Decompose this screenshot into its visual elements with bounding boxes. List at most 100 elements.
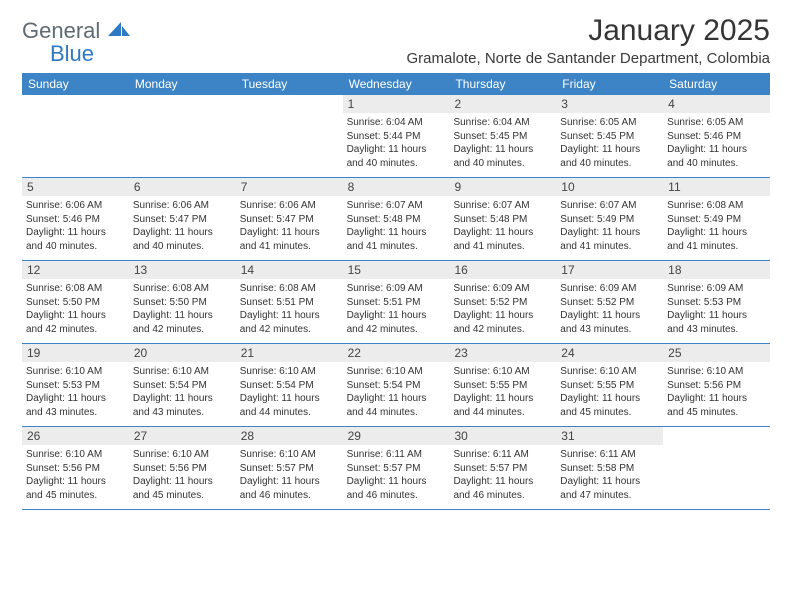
- day-line: Daylight: 11 hours: [347, 475, 446, 489]
- day-line: Daylight: 11 hours: [667, 392, 766, 406]
- day-line: Sunrise: 6:06 AM: [26, 199, 125, 213]
- day-line: Sunset: 5:48 PM: [453, 213, 552, 227]
- day-number: 22: [343, 344, 450, 362]
- day-line: and 44 minutes.: [453, 406, 552, 420]
- day-number: 17: [556, 261, 663, 279]
- day-cell: 17Sunrise: 6:09 AMSunset: 5:52 PMDayligh…: [556, 261, 663, 343]
- day-line: and 46 minutes.: [347, 489, 446, 503]
- day-cell: 8Sunrise: 6:07 AMSunset: 5:48 PMDaylight…: [343, 178, 450, 260]
- day-body: Sunrise: 6:08 AMSunset: 5:50 PMDaylight:…: [129, 279, 236, 340]
- day-line: Sunrise: 6:06 AM: [133, 199, 232, 213]
- day-line: and 46 minutes.: [453, 489, 552, 503]
- day-cell: 25Sunrise: 6:10 AMSunset: 5:56 PMDayligh…: [663, 344, 770, 426]
- day-line: Sunrise: 6:10 AM: [26, 448, 125, 462]
- day-line: and 41 minutes.: [560, 240, 659, 254]
- day-cell: [663, 427, 770, 509]
- day-line: and 43 minutes.: [26, 406, 125, 420]
- day-line: and 45 minutes.: [560, 406, 659, 420]
- day-body: Sunrise: 6:05 AMSunset: 5:46 PMDaylight:…: [663, 113, 770, 174]
- day-number: 10: [556, 178, 663, 196]
- day-line: and 45 minutes.: [667, 406, 766, 420]
- day-line: and 42 minutes.: [26, 323, 125, 337]
- day-line: Sunrise: 6:08 AM: [133, 282, 232, 296]
- day-number: 28: [236, 427, 343, 445]
- day-line: Daylight: 11 hours: [133, 475, 232, 489]
- week-row: 5Sunrise: 6:06 AMSunset: 5:46 PMDaylight…: [22, 178, 770, 261]
- day-line: Sunset: 5:50 PM: [133, 296, 232, 310]
- day-line: Sunset: 5:46 PM: [667, 130, 766, 144]
- day-cell: 24Sunrise: 6:10 AMSunset: 5:55 PMDayligh…: [556, 344, 663, 426]
- day-line: Sunset: 5:56 PM: [133, 462, 232, 476]
- day-cell: 3Sunrise: 6:05 AMSunset: 5:45 PMDaylight…: [556, 95, 663, 177]
- day-line: Daylight: 11 hours: [667, 309, 766, 323]
- day-body: Sunrise: 6:10 AMSunset: 5:56 PMDaylight:…: [129, 445, 236, 506]
- dow-cell: Saturday: [663, 73, 770, 95]
- day-line: Sunrise: 6:11 AM: [560, 448, 659, 462]
- day-line: Sunrise: 6:10 AM: [667, 365, 766, 379]
- day-line: and 40 minutes.: [133, 240, 232, 254]
- day-number: 6: [129, 178, 236, 196]
- day-body: Sunrise: 6:10 AMSunset: 5:55 PMDaylight:…: [556, 362, 663, 423]
- day-body: Sunrise: 6:09 AMSunset: 5:53 PMDaylight:…: [663, 279, 770, 340]
- day-line: and 41 minutes.: [667, 240, 766, 254]
- day-line: Daylight: 11 hours: [347, 226, 446, 240]
- day-line: and 45 minutes.: [133, 489, 232, 503]
- day-line: Sunrise: 6:10 AM: [560, 365, 659, 379]
- day-line: Sunset: 5:50 PM: [26, 296, 125, 310]
- day-line: Sunset: 5:55 PM: [453, 379, 552, 393]
- day-cell: 22Sunrise: 6:10 AMSunset: 5:54 PMDayligh…: [343, 344, 450, 426]
- month-title: January 2025: [406, 14, 770, 48]
- brand-logo: General Blue: [22, 14, 130, 66]
- day-body: Sunrise: 6:09 AMSunset: 5:52 PMDaylight:…: [556, 279, 663, 340]
- day-number: 12: [22, 261, 129, 279]
- day-cell: 19Sunrise: 6:10 AMSunset: 5:53 PMDayligh…: [22, 344, 129, 426]
- day-line: Daylight: 11 hours: [26, 475, 125, 489]
- dow-cell: Friday: [556, 73, 663, 95]
- day-line: Daylight: 11 hours: [26, 392, 125, 406]
- day-cell: [22, 95, 129, 177]
- day-line: Sunrise: 6:09 AM: [347, 282, 446, 296]
- day-cell: 31Sunrise: 6:11 AMSunset: 5:58 PMDayligh…: [556, 427, 663, 509]
- day-body: [22, 113, 129, 120]
- day-body: Sunrise: 6:10 AMSunset: 5:54 PMDaylight:…: [236, 362, 343, 423]
- dow-cell: Thursday: [449, 73, 556, 95]
- logo-part2: Blue: [50, 41, 94, 66]
- calendar-grid: SundayMondayTuesdayWednesdayThursdayFrid…: [22, 73, 770, 510]
- day-line: Sunrise: 6:05 AM: [560, 116, 659, 130]
- day-line: and 41 minutes.: [347, 240, 446, 254]
- day-line: Sunset: 5:58 PM: [560, 462, 659, 476]
- day-body: Sunrise: 6:11 AMSunset: 5:57 PMDaylight:…: [343, 445, 450, 506]
- weeks-container: 1Sunrise: 6:04 AMSunset: 5:44 PMDaylight…: [22, 95, 770, 510]
- week-row: 1Sunrise: 6:04 AMSunset: 5:44 PMDaylight…: [22, 95, 770, 178]
- day-number: 7: [236, 178, 343, 196]
- logo-text-wrap: General Blue: [22, 20, 130, 66]
- day-line: Sunset: 5:51 PM: [347, 296, 446, 310]
- day-number: 26: [22, 427, 129, 445]
- day-body: Sunrise: 6:10 AMSunset: 5:56 PMDaylight:…: [22, 445, 129, 506]
- day-line: Daylight: 11 hours: [26, 309, 125, 323]
- day-number: 24: [556, 344, 663, 362]
- day-line: and 40 minutes.: [453, 157, 552, 171]
- day-line: Sunset: 5:54 PM: [347, 379, 446, 393]
- day-body: Sunrise: 6:05 AMSunset: 5:45 PMDaylight:…: [556, 113, 663, 174]
- day-number: [129, 95, 236, 113]
- day-line: Daylight: 11 hours: [453, 143, 552, 157]
- day-line: Daylight: 11 hours: [453, 475, 552, 489]
- day-number: 5: [22, 178, 129, 196]
- day-line: and 40 minutes.: [347, 157, 446, 171]
- day-body: Sunrise: 6:10 AMSunset: 5:56 PMDaylight:…: [663, 362, 770, 423]
- day-line: Daylight: 11 hours: [560, 309, 659, 323]
- day-body: Sunrise: 6:06 AMSunset: 5:47 PMDaylight:…: [236, 196, 343, 257]
- day-line: Sunrise: 6:10 AM: [453, 365, 552, 379]
- day-number: [236, 95, 343, 113]
- day-number: 30: [449, 427, 556, 445]
- day-cell: 16Sunrise: 6:09 AMSunset: 5:52 PMDayligh…: [449, 261, 556, 343]
- day-line: and 43 minutes.: [667, 323, 766, 337]
- day-line: Daylight: 11 hours: [240, 475, 339, 489]
- day-line: Sunset: 5:54 PM: [240, 379, 339, 393]
- day-cell: 14Sunrise: 6:08 AMSunset: 5:51 PMDayligh…: [236, 261, 343, 343]
- day-cell: 12Sunrise: 6:08 AMSunset: 5:50 PMDayligh…: [22, 261, 129, 343]
- day-number: 25: [663, 344, 770, 362]
- week-row: 26Sunrise: 6:10 AMSunset: 5:56 PMDayligh…: [22, 427, 770, 510]
- day-line: Sunrise: 6:10 AM: [133, 365, 232, 379]
